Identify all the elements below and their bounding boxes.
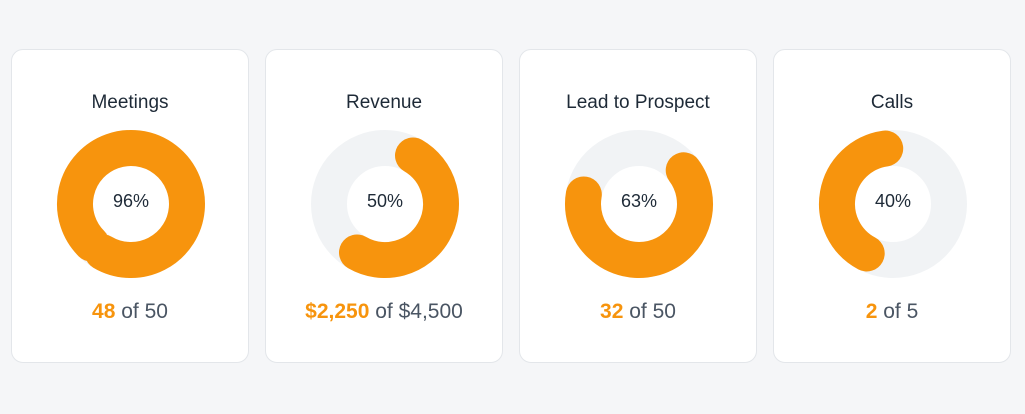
- progress-ring: 50%: [310, 129, 460, 279]
- total-value: 5: [906, 300, 919, 323]
- current-value: 32: [600, 300, 624, 323]
- total-value: 50: [144, 300, 168, 323]
- progress-ring: 96%: [56, 129, 206, 279]
- percent-label: 40%: [874, 191, 912, 211]
- progress-ring: 40%: [818, 129, 968, 279]
- current-value: $2,250: [305, 300, 370, 323]
- current-value: 48: [92, 300, 116, 323]
- of-label: of: [883, 300, 901, 323]
- progress-summary: 48 of 50: [12, 300, 248, 324]
- progress-summary: $2,250 of $4,500: [266, 300, 502, 324]
- progress-summary: 32 of 50: [520, 300, 756, 324]
- of-label: of: [121, 300, 139, 323]
- goal-card-calls[interactable]: Calls 40% 2 of 5: [773, 49, 1011, 363]
- goal-cards: Meetings 96% 48 of 50 Revenue 50% $2,250…: [11, 49, 1011, 363]
- total-value: 50: [652, 300, 676, 323]
- percent-label: 63%: [620, 191, 658, 211]
- goal-card-revenue[interactable]: Revenue 50% $2,250 of $4,500: [265, 49, 503, 363]
- progress-ring: 63%: [564, 129, 714, 279]
- of-label: of: [375, 300, 393, 323]
- ring-progress: [339, 137, 459, 278]
- percent-label: 96%: [112, 191, 150, 211]
- percent-label: 50%: [366, 191, 404, 211]
- current-value: 2: [865, 300, 878, 323]
- total-value: $4,500: [398, 300, 463, 323]
- card-title: Lead to Prospect: [566, 92, 710, 113]
- goal-card-lead-to-prospect[interactable]: Lead to Prospect 63% 32 of 50: [519, 49, 757, 363]
- goal-card-meetings[interactable]: Meetings 96% 48 of 50: [11, 49, 249, 363]
- ring-progress: [57, 130, 205, 278]
- card-title: Calls: [870, 92, 914, 113]
- ring-progress: [565, 152, 713, 278]
- ring-progress: [819, 130, 904, 272]
- of-label: of: [629, 300, 647, 323]
- progress-summary: 2 of 5: [774, 300, 1010, 324]
- card-title: Revenue: [345, 92, 423, 113]
- card-title: Meetings: [91, 92, 169, 113]
